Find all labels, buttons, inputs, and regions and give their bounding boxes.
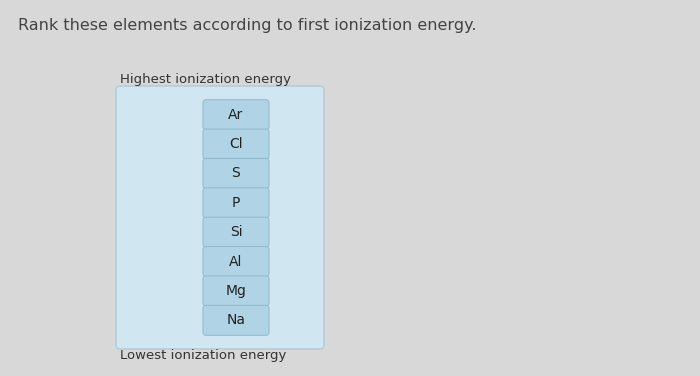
FancyBboxPatch shape (203, 305, 269, 335)
Text: Si: Si (230, 225, 242, 239)
Text: Cl: Cl (229, 137, 243, 151)
FancyBboxPatch shape (203, 129, 269, 159)
Text: Lowest ionization energy: Lowest ionization energy (120, 349, 286, 362)
Text: Na: Na (227, 313, 246, 327)
Text: Ar: Ar (228, 108, 244, 122)
FancyBboxPatch shape (203, 100, 269, 130)
Text: Mg: Mg (225, 284, 246, 298)
FancyBboxPatch shape (203, 158, 269, 188)
Text: S: S (232, 167, 240, 180)
FancyBboxPatch shape (203, 247, 269, 277)
FancyBboxPatch shape (116, 86, 324, 349)
FancyBboxPatch shape (203, 276, 269, 306)
Text: Al: Al (230, 255, 243, 268)
FancyBboxPatch shape (203, 217, 269, 247)
Text: P: P (232, 196, 240, 210)
FancyBboxPatch shape (203, 188, 269, 218)
Text: Highest ionization energy: Highest ionization energy (120, 73, 291, 86)
Text: Rank these elements according to first ionization energy.: Rank these elements according to first i… (18, 18, 477, 33)
